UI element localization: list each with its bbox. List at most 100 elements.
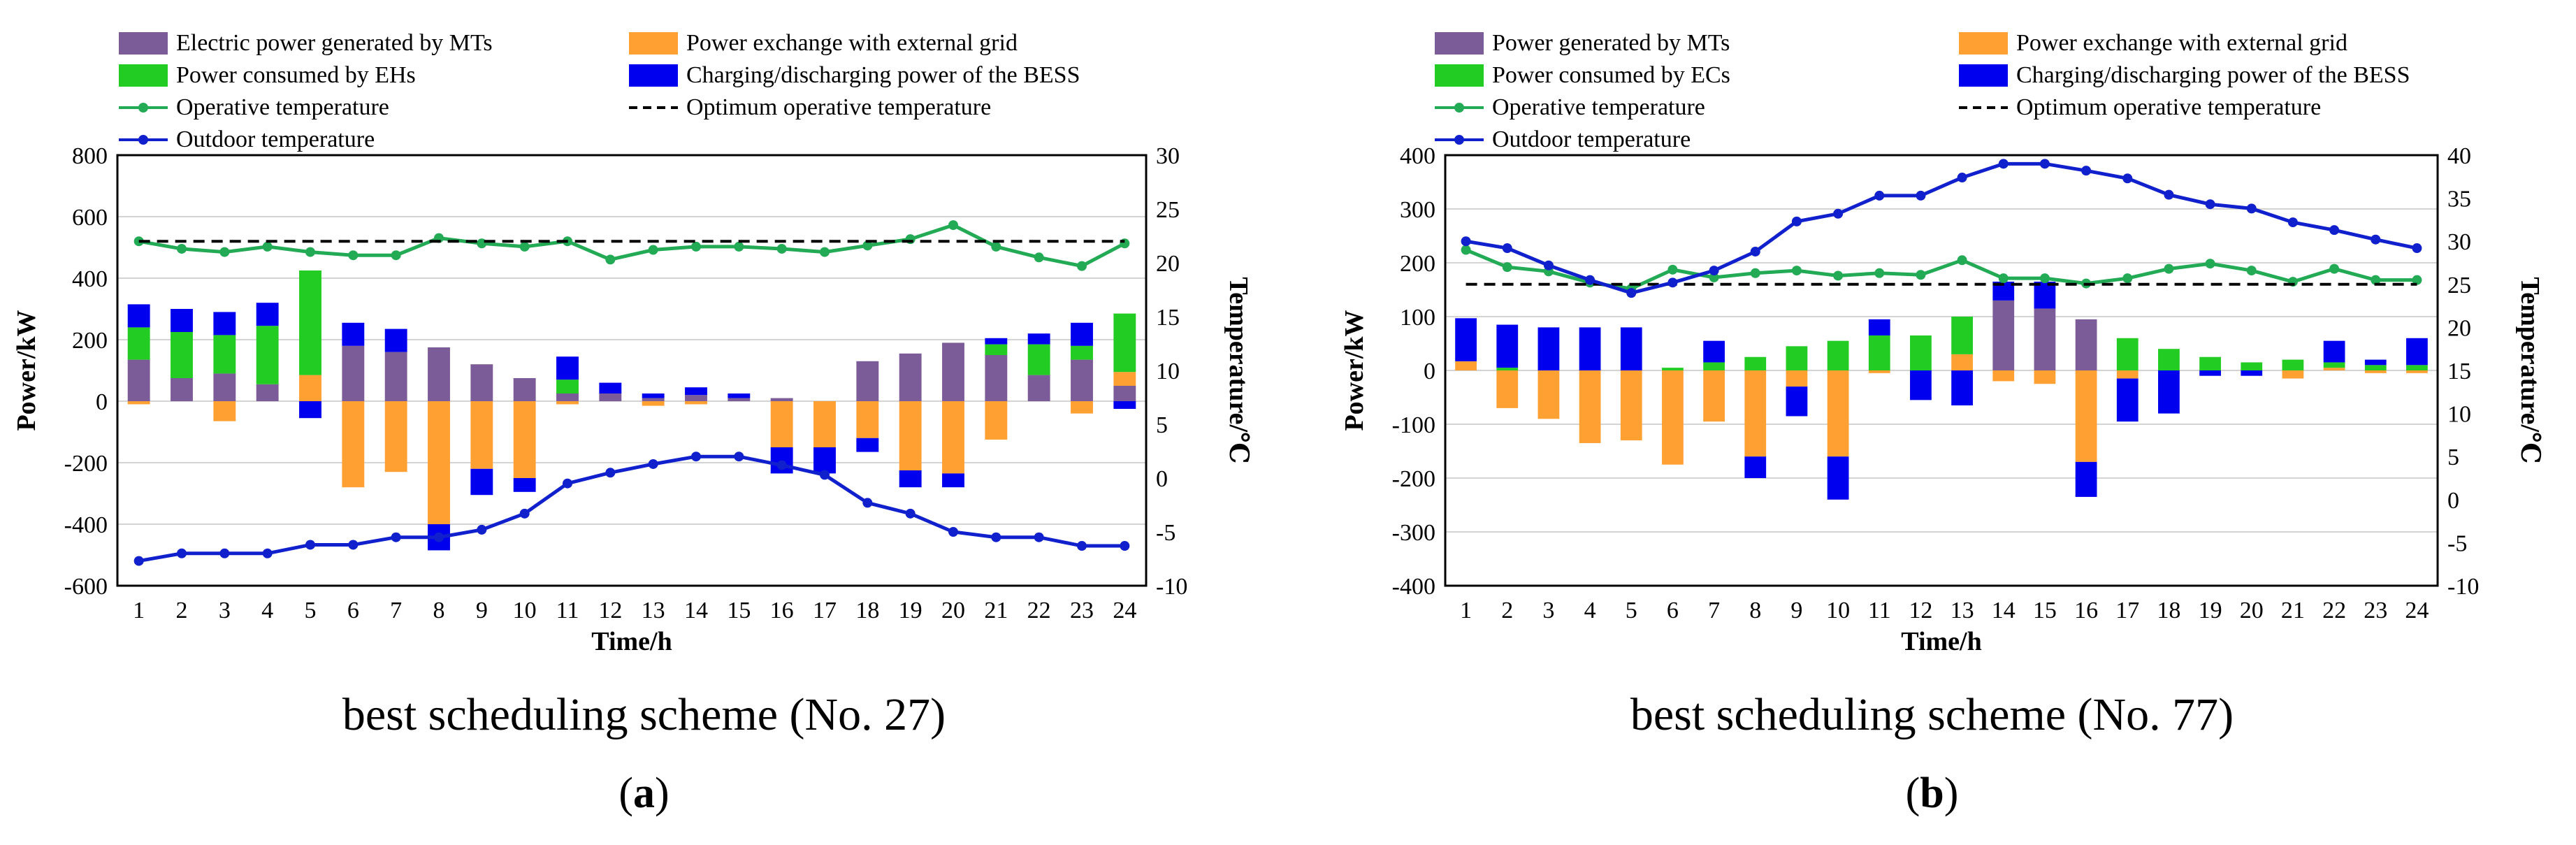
chart-a-y2tick-label: 20	[1156, 251, 1180, 277]
chart-b-bar	[1496, 370, 1519, 408]
chart-b-yaxis-title: Power/kW	[1340, 310, 1369, 431]
chart-a-legend-swatch	[629, 64, 678, 87]
chart-a-operative-temp-point	[219, 247, 230, 257]
chart-b-bar	[2034, 370, 2056, 384]
chart-a-bar	[256, 303, 279, 326]
chart-a-xtick-label: 8	[433, 598, 445, 623]
chart-b-y2tick-label: -5	[2447, 530, 2467, 556]
chart-b-bar	[1868, 319, 1890, 335]
chart-a-ytick-label: 200	[72, 328, 108, 354]
chart-a-outdoor-temp-point	[305, 540, 315, 550]
chart-a-bar	[256, 326, 279, 384]
chart-b-bar	[2075, 461, 2097, 497]
chart-a-outdoor-temp-point	[734, 452, 744, 462]
chart-a-bar	[127, 327, 150, 360]
chart-a-ytick-label: 0	[96, 389, 108, 415]
chart-a-outdoor-temp-point	[1120, 541, 1130, 551]
chart-b-operative-temp-point	[1791, 266, 1802, 276]
chart-b-operative-temp-point	[2164, 263, 2174, 274]
chart-b-legend-marker	[1454, 135, 1464, 145]
chart-b-ytick-label: 0	[1424, 359, 1435, 384]
chart-a-bar	[213, 401, 236, 421]
chart-b-bar	[2406, 370, 2428, 373]
chart-b-panel-label: (b)	[1905, 770, 1959, 817]
chart-b-y2axis-title: Temperature/℃	[2515, 277, 2545, 463]
chart-b-y2tick-label: 5	[2447, 445, 2459, 470]
chart-b-legend-label: Charging/discharging power of the BESS	[2016, 62, 2410, 88]
chart-a-legend-swatch	[119, 32, 168, 55]
chart-b-outdoor-temp-point	[2081, 166, 2092, 176]
chart-a-bar	[1027, 344, 1050, 375]
chart-a-bar	[1113, 372, 1136, 386]
chart-b-subtitle: best scheduling scheme (No. 77)	[1630, 689, 2234, 740]
chart-b-bar	[1537, 327, 1560, 370]
chart-a-xtick-label: 1	[133, 598, 145, 623]
chart-b-outdoor-temp-point	[2287, 217, 2298, 228]
chart-b-xtick-label: 2	[1501, 598, 1513, 623]
chart-b-operative-temp-point	[1461, 245, 1471, 255]
chart-b-ytick-label: -300	[1392, 520, 1435, 546]
chart-a-xtick-label: 7	[390, 598, 402, 623]
chart-a-bar	[299, 375, 321, 401]
chart-b-operative-temp-point	[2205, 259, 2215, 269]
chart-a-bar	[1027, 333, 1050, 345]
chart-b-outdoor-temp-point	[1543, 260, 1554, 270]
chart-b-bar	[2116, 378, 2139, 422]
chart-a-bar	[942, 342, 964, 401]
chart-a-xtick-label: 21	[984, 598, 1008, 623]
chart-b-outdoor-temp-point	[1750, 246, 1760, 257]
chart-a-bar	[985, 338, 1008, 345]
chart-b-y2tick-label: 25	[2447, 273, 2471, 298]
chart-b-operative-temp-point	[2412, 275, 2422, 285]
chart-a-bar	[599, 382, 622, 393]
chart-a-xtick-label: 3	[219, 598, 231, 623]
chart-b-legend-label: Power generated by MTs	[1492, 30, 1730, 56]
chart-a-xtick-label: 15	[727, 598, 751, 623]
chart-b-outdoor-temp-point	[1461, 236, 1471, 247]
chart-b-xtick-label: 8	[1749, 598, 1761, 623]
chart-a-bar	[299, 270, 321, 375]
chart-a-xtick-label: 11	[556, 598, 579, 623]
chart-a-outdoor-temp-point	[133, 556, 144, 566]
chart-a-bar	[470, 468, 493, 496]
chart-a-bar	[428, 401, 450, 524]
chart-a-xtick-label: 14	[684, 598, 708, 623]
chart-b-xaxis-title: Time/h	[1901, 627, 1981, 656]
chart-b-outdoor-temp-point	[1667, 277, 1678, 288]
chart-a-outdoor-temp-point	[1077, 541, 1087, 551]
chart-b-y2tick-label: 10	[2447, 402, 2471, 428]
chart-a-bar	[985, 401, 1008, 440]
chart-b-operative-temp-point	[1874, 268, 1885, 278]
chart-b-ytick-label: 300	[1400, 197, 1435, 223]
chart-b-bar	[1455, 318, 1477, 361]
chart-a-operative-temp-point	[391, 250, 401, 261]
chart-a-operative-temp-point	[991, 241, 1001, 252]
chart-b-y2tick-label: 15	[2447, 359, 2471, 384]
chart-b-bar	[1744, 370, 1767, 457]
chart-a-bar	[856, 361, 879, 401]
chart-a-legend-label: Optimum operative temperature	[686, 94, 991, 120]
chart-b-outdoor-temp-point	[1833, 208, 1844, 219]
chart-a-subtitle: best scheduling scheme (No. 27)	[342, 689, 946, 740]
chart-a-outdoor-temp-point	[348, 540, 359, 550]
chart-a-bar	[685, 387, 707, 396]
chart-a-outdoor-temp-point	[262, 548, 273, 558]
chart-b-bar	[1868, 335, 1890, 370]
chart-b-bar	[2158, 349, 2180, 370]
chart-a-y2tick-label: 10	[1156, 359, 1180, 384]
chart-a-y2tick-label: -10	[1156, 574, 1187, 600]
chart-a-legend-label: Operative temperature	[176, 94, 389, 120]
chart-panel-b: -400 -300 -200 -100 0 100 200 300 400 -10 -5 0 5 10 15…	[1288, 0, 2576, 845]
chart-b-xtick-label: 24	[2405, 598, 2429, 623]
chart-b-outdoor-temp-point	[2246, 203, 2257, 214]
chart-a-bar	[1027, 375, 1050, 401]
chart-a-bar	[642, 393, 665, 398]
chart-b-bar	[2241, 370, 2263, 376]
chart-a-outdoor-temp-point	[519, 508, 530, 519]
chart-a-bar	[1113, 386, 1136, 401]
chart-a-outdoor-temp-point	[177, 548, 187, 558]
chart-a-outdoor-temp-point	[391, 532, 401, 542]
chart-a-bar	[685, 401, 707, 405]
chart-b-xtick-label: 12	[1909, 598, 1932, 623]
chart-b-operative-temp-point	[1750, 268, 1760, 278]
